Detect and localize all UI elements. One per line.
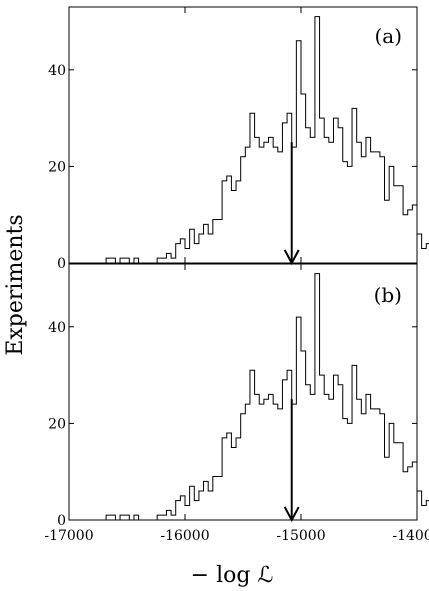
- x-tick-label: -15000: [276, 528, 325, 544]
- y-tick-label: 20: [48, 416, 66, 432]
- panel-a-frame: [68, 6, 418, 264]
- y-tick-label: 40: [48, 320, 66, 336]
- y-tick-label: 20: [48, 159, 66, 175]
- y-tick-label: 0: [57, 513, 66, 529]
- y-tick-label: 0: [57, 256, 66, 272]
- x-axis-ticks: -17000 -16000 -15000 -14000: [44, 7, 429, 544]
- panel-b-arrow: [283, 399, 300, 523]
- panel-b-y-ticks: 0 20 40: [48, 320, 417, 529]
- x-tick-label: -14000: [392, 528, 429, 544]
- x-tick-label: -17000: [44, 528, 93, 544]
- panel-b-histogram-line: [105, 273, 429, 521]
- x-axis-title: − log ℒ: [191, 563, 274, 588]
- y-axis-title: Experiments: [3, 214, 28, 355]
- panel-a-label: (a): [374, 24, 402, 48]
- panel-b-frame: [68, 263, 418, 521]
- panel-a-histogram-line: [105, 16, 429, 264]
- panel-a-arrow: [283, 142, 300, 266]
- panel-a: 0 20 40 (a): [48, 6, 429, 272]
- y-tick-label: 40: [48, 63, 66, 79]
- panel-b: 0 20 40 (b): [48, 263, 429, 529]
- x-tick-label: -16000: [160, 528, 209, 544]
- panel-b-label: (b): [374, 283, 402, 307]
- panel-a-y-ticks: 0 20 40: [48, 63, 417, 272]
